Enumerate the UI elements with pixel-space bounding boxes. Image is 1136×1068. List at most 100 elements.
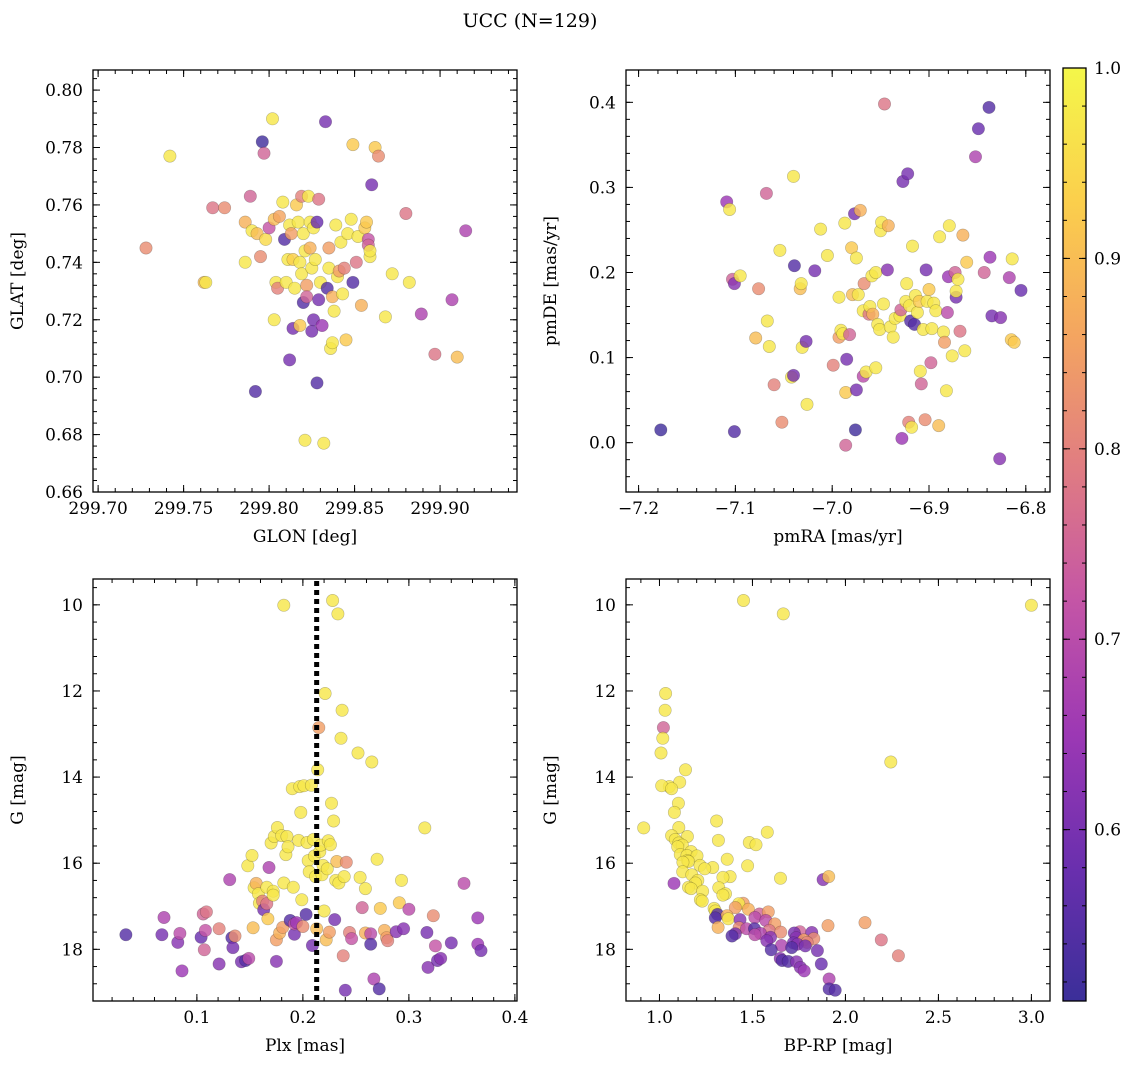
data-point — [672, 820, 686, 834]
y-tick-label: 10 — [61, 596, 83, 616]
data-point — [339, 855, 353, 869]
data-point — [428, 939, 442, 953]
x-tick-label: −7.0 — [812, 499, 853, 519]
data-point — [853, 203, 867, 217]
data-point — [880, 263, 894, 277]
data-point — [392, 896, 406, 910]
data-point — [339, 333, 353, 347]
data-point — [291, 215, 305, 229]
data-point — [322, 925, 336, 939]
data-point — [762, 339, 776, 353]
panel-plx-g: 0.1 0.2 0.3 0.4 10 12 14 16 18 Plx [mas] G [mag] — [8, 578, 528, 1056]
y-tick-label: 0.3 — [589, 178, 616, 198]
x-tick-label: 299.75 — [154, 499, 213, 519]
x-tick-label: −7.2 — [618, 499, 659, 519]
data-point — [329, 218, 343, 232]
data-point — [265, 112, 279, 126]
data-point — [958, 344, 972, 358]
data-point — [794, 277, 808, 291]
data-point — [808, 264, 822, 278]
data-point — [993, 452, 1007, 466]
data-point — [933, 230, 947, 244]
data-point — [956, 228, 970, 242]
data-point — [402, 275, 416, 289]
data-point — [945, 349, 959, 363]
data-point — [228, 929, 242, 943]
data-point — [336, 949, 350, 963]
data-point — [444, 936, 458, 950]
y-tick-label: 0.1 — [589, 349, 616, 369]
data-point — [295, 267, 309, 281]
data-point — [328, 913, 342, 927]
data-point — [434, 951, 448, 965]
data-point — [658, 703, 672, 717]
data-point — [286, 880, 300, 894]
x-tick-label: 1.0 — [646, 1008, 673, 1028]
data-point — [810, 944, 824, 958]
x-axis-label: GLON [deg] — [253, 527, 357, 547]
data-point — [327, 814, 341, 828]
data-point — [474, 944, 488, 958]
data-point — [318, 686, 332, 700]
data-point — [869, 361, 883, 375]
data-point — [659, 686, 673, 700]
ticks: 299.70 299.75 299.80 299.85 299.90 0.66 0.68 0.… — [45, 70, 517, 519]
y-tick-label: 12 — [61, 682, 83, 702]
data-point — [1024, 598, 1038, 612]
x-tick-label: −6.8 — [1005, 499, 1046, 519]
axes-frame — [92, 69, 518, 493]
data-point — [226, 941, 240, 955]
panel-glon-glat: 299.70 299.75 299.80 299.85 299.90 0.66 0.68 0.… — [8, 69, 518, 547]
data-point — [418, 821, 432, 835]
data-point — [905, 239, 919, 253]
data-point — [298, 433, 312, 447]
data-point — [312, 293, 326, 307]
data-point — [295, 893, 309, 907]
data-point — [736, 593, 750, 607]
data-point — [857, 277, 871, 291]
data-point — [776, 607, 790, 621]
data-point — [698, 862, 712, 876]
colorbar: 0.6 0.7 0.8 0.9 1.0 — [1062, 59, 1121, 1002]
data-point — [866, 307, 880, 321]
data-point — [839, 438, 853, 452]
data-point — [365, 178, 379, 192]
y-axis-label: GLAT [deg] — [8, 232, 28, 330]
data-point — [727, 425, 741, 439]
data-point — [317, 436, 331, 450]
data-point — [358, 882, 372, 896]
colorbar-tick-label: 0.6 — [1094, 821, 1121, 841]
data-point — [918, 413, 932, 427]
data-point — [759, 186, 773, 200]
data-point — [175, 964, 189, 978]
axes-frame — [625, 578, 1051, 1002]
data-point — [261, 912, 275, 926]
data-point — [949, 284, 963, 298]
data-point — [254, 250, 268, 264]
data-point — [335, 703, 349, 717]
data-point — [359, 215, 373, 229]
data-point — [238, 255, 252, 269]
data-point — [760, 314, 774, 328]
data-point — [284, 227, 298, 241]
data-point — [773, 871, 787, 885]
colorbar-tick-label: 1.0 — [1094, 59, 1121, 79]
data-point — [710, 814, 724, 828]
data-point — [310, 376, 324, 390]
data-point — [322, 241, 336, 255]
data-point — [450, 350, 464, 364]
data-point — [312, 192, 326, 206]
data-point — [199, 905, 213, 919]
data-point — [667, 805, 681, 819]
data-point — [336, 287, 350, 301]
y-tick-label: 0.68 — [45, 426, 83, 446]
y-axis-label: G [mag] — [8, 755, 28, 824]
data-point — [259, 232, 273, 246]
data-point — [238, 215, 252, 229]
data-point — [296, 227, 310, 241]
data-point — [245, 848, 259, 862]
data-point — [977, 265, 991, 279]
data-point — [346, 275, 360, 289]
data-point — [775, 415, 789, 429]
